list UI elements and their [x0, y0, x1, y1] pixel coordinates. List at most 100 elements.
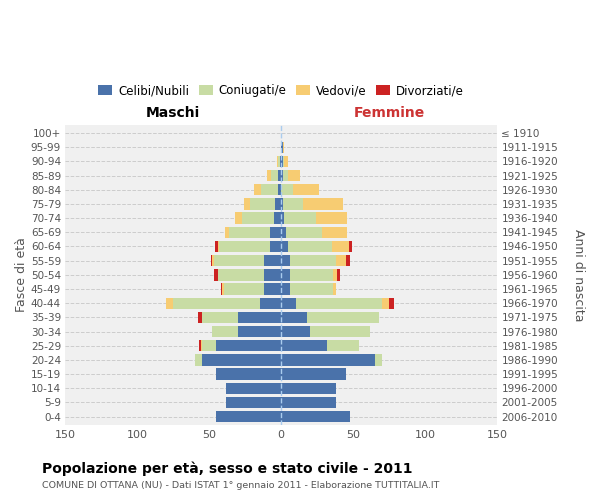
- Bar: [221, 284, 222, 294]
- Bar: [218, 241, 219, 252]
- Bar: [281, 368, 346, 380]
- Bar: [290, 284, 333, 294]
- Bar: [286, 226, 322, 238]
- Bar: [202, 354, 281, 366]
- Bar: [283, 156, 284, 167]
- Bar: [281, 354, 375, 366]
- Bar: [271, 170, 278, 181]
- Bar: [278, 170, 281, 181]
- Bar: [310, 326, 370, 337]
- Legend: Celibi/Nubili, Coniugati/e, Vedovi/e, Divorziati/e: Celibi/Nubili, Coniugati/e, Vedovi/e, Di…: [94, 80, 469, 102]
- Bar: [283, 198, 303, 209]
- Bar: [281, 411, 350, 422]
- Bar: [261, 184, 278, 196]
- Bar: [212, 326, 238, 337]
- Bar: [316, 212, 347, 224]
- Bar: [283, 170, 289, 181]
- Bar: [281, 142, 283, 153]
- Bar: [269, 241, 281, 252]
- Bar: [289, 241, 332, 252]
- Bar: [197, 312, 202, 323]
- Bar: [322, 226, 347, 238]
- Bar: [260, 298, 281, 309]
- Bar: [281, 212, 284, 224]
- Bar: [211, 255, 212, 266]
- Bar: [281, 284, 290, 294]
- Bar: [226, 382, 281, 394]
- Bar: [281, 241, 289, 252]
- Bar: [332, 241, 349, 252]
- Bar: [235, 212, 242, 224]
- Bar: [277, 156, 278, 167]
- Bar: [238, 326, 281, 337]
- Bar: [281, 184, 293, 196]
- Bar: [293, 184, 319, 196]
- Bar: [303, 198, 343, 209]
- Text: COMUNE DI OTTANA (NU) - Dati ISTAT 1° gennaio 2011 - Elaborazione TUTTITALIA.IT: COMUNE DI OTTANA (NU) - Dati ISTAT 1° ge…: [42, 480, 439, 490]
- Bar: [333, 269, 337, 280]
- Bar: [278, 184, 281, 196]
- Bar: [226, 397, 281, 408]
- Bar: [219, 241, 269, 252]
- Bar: [254, 184, 261, 196]
- Bar: [278, 156, 280, 167]
- Bar: [264, 284, 281, 294]
- Bar: [349, 241, 352, 252]
- Bar: [218, 269, 264, 280]
- Bar: [229, 226, 269, 238]
- Bar: [290, 269, 333, 280]
- Bar: [264, 269, 281, 280]
- Bar: [200, 340, 202, 351]
- Bar: [217, 411, 281, 422]
- Bar: [281, 397, 336, 408]
- Bar: [281, 198, 283, 209]
- Bar: [244, 198, 250, 209]
- Bar: [281, 255, 290, 266]
- Bar: [274, 212, 281, 224]
- Bar: [238, 312, 281, 323]
- Bar: [267, 170, 271, 181]
- Bar: [336, 255, 346, 266]
- Bar: [217, 368, 281, 380]
- Text: Femmine: Femmine: [353, 106, 425, 120]
- Bar: [250, 198, 275, 209]
- Bar: [173, 298, 260, 309]
- Bar: [269, 226, 281, 238]
- Bar: [389, 298, 394, 309]
- Bar: [333, 284, 336, 294]
- Bar: [281, 170, 283, 181]
- Bar: [346, 255, 350, 266]
- Bar: [296, 298, 382, 309]
- Bar: [281, 298, 296, 309]
- Bar: [289, 170, 300, 181]
- Bar: [264, 255, 281, 266]
- Bar: [281, 326, 310, 337]
- Bar: [290, 255, 336, 266]
- Bar: [280, 156, 281, 167]
- Bar: [242, 212, 274, 224]
- Bar: [199, 340, 200, 351]
- Bar: [217, 340, 281, 351]
- Bar: [212, 255, 214, 266]
- Bar: [382, 298, 389, 309]
- Bar: [166, 298, 173, 309]
- Bar: [215, 241, 218, 252]
- Bar: [337, 269, 340, 280]
- Bar: [284, 156, 289, 167]
- Bar: [281, 312, 307, 323]
- Bar: [283, 142, 284, 153]
- Y-axis label: Anni di nascita: Anni di nascita: [572, 228, 585, 321]
- Bar: [281, 382, 336, 394]
- Bar: [214, 255, 264, 266]
- Bar: [195, 354, 202, 366]
- Bar: [281, 156, 283, 167]
- Bar: [214, 269, 218, 280]
- Text: Popolazione per età, sesso e stato civile - 2011: Popolazione per età, sesso e stato civil…: [42, 461, 413, 475]
- Bar: [275, 198, 281, 209]
- Bar: [375, 354, 382, 366]
- Y-axis label: Fasce di età: Fasce di età: [15, 238, 28, 312]
- Bar: [307, 312, 379, 323]
- Bar: [224, 284, 264, 294]
- Text: Maschi: Maschi: [146, 106, 200, 120]
- Bar: [202, 312, 238, 323]
